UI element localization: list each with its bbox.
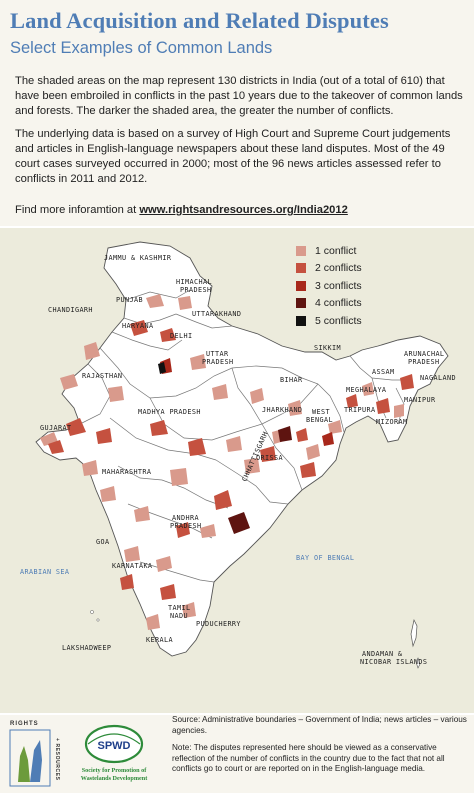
data-paragraph: The underlying data is based on a survey… xyxy=(15,128,451,185)
map-legend: 1 conflict 2 conflicts 3 conflicts 4 con… xyxy=(296,242,362,330)
andaman-islands xyxy=(410,618,418,648)
label-nicobar: NICOBAR ISLANDS xyxy=(360,658,427,666)
map-svg: JAMMU & KASHMIR HIMACHAL PRADESH PUNJAB … xyxy=(20,241,456,669)
label-jammu-kashmir: JAMMU & KASHMIR xyxy=(104,254,172,262)
label-jharkhand: JHARKHAND xyxy=(262,406,302,414)
lakshadweep-island xyxy=(90,610,94,614)
legend-swatch xyxy=(296,280,306,291)
label-tripura: TRIPURA xyxy=(344,406,375,414)
label-andaman: ANDAMAN & xyxy=(362,650,403,658)
legend-item-1: 1 conflict xyxy=(296,242,362,260)
spwd-text: SPWD xyxy=(98,740,131,752)
spwd-arc xyxy=(87,733,141,745)
legend-item-4: 4 conflicts xyxy=(296,295,362,313)
label-assam: ASSAM xyxy=(372,368,394,376)
label-goa: GOA xyxy=(96,538,109,546)
label-tamil: TAMIL xyxy=(168,604,190,612)
logo-leaf-icon xyxy=(18,746,30,782)
spwd-logo: SPWD Society for Promotion of Wastelands… xyxy=(81,724,148,782)
conflict-districts-4 xyxy=(228,426,292,534)
label-puducherry: PUDUCHERRY xyxy=(196,620,241,628)
legend-label: 4 conflicts xyxy=(315,297,362,310)
label-manipur: MANIPUR xyxy=(404,396,436,404)
label-tamil-2: NADU xyxy=(170,612,188,620)
legend-swatch xyxy=(296,298,306,309)
legend-label: 1 conflict xyxy=(315,244,357,257)
label-punjab: PUNJAB xyxy=(116,296,143,304)
label-arabian-sea: ARABIAN SEA xyxy=(20,568,69,576)
label-haryana: HARYANA xyxy=(122,322,153,330)
logo-frame xyxy=(9,729,51,787)
label-maharashtra: MAHARASHTRA xyxy=(102,468,151,476)
source-note: Source: Administrative boundaries – Gove… xyxy=(172,715,467,735)
legend-label: 3 conflicts xyxy=(315,279,362,292)
logo-resources-text: + RESOURCES xyxy=(54,738,60,781)
label-orissa: ORISSA xyxy=(256,454,283,462)
label-himachal-2: PRADESH xyxy=(180,286,211,294)
more-info-prefix: Find more inforamtion at xyxy=(15,204,140,216)
disclaimer-note: Note: The disputes represented here shou… xyxy=(172,743,445,773)
legend-swatch xyxy=(296,245,306,256)
india-conflict-map: JAMMU & KASHMIR HIMACHAL PRADESH PUNJAB … xyxy=(0,226,474,715)
conflict-districts-5 xyxy=(158,362,166,374)
rights-resources-logo: RIGHTS + RESOURCES xyxy=(9,721,60,787)
label-kerala: KERALA xyxy=(146,636,173,644)
label-mizoram: MIZORAM xyxy=(376,418,407,426)
legend-swatch xyxy=(296,315,306,326)
rights-resources-link[interactable]: www.rightsandresources.org/India2012 xyxy=(139,204,348,216)
label-himachal: HIMACHAL xyxy=(176,278,212,286)
legend-item-5: 5 conflicts xyxy=(296,312,362,330)
label-delhi: DELHI xyxy=(170,332,192,340)
label-rajasthan: RAJASTHAN xyxy=(82,372,122,380)
label-uttar: UTTAR xyxy=(206,350,229,358)
spwd-ellipse xyxy=(84,724,144,764)
label-lakshadweep: LAKSHADWEEP xyxy=(62,644,111,652)
label-andhra: ANDHRA xyxy=(172,514,199,522)
label-bay-of-bengal: BAY OF BENGAL xyxy=(296,554,354,562)
label-west: WEST xyxy=(312,408,330,416)
legend-swatch xyxy=(296,263,306,274)
spwd-subtitle-2: Wastelands Development xyxy=(81,775,148,782)
label-uttar-2: PRADESH xyxy=(202,358,233,366)
label-nagaland: NAGALAND xyxy=(420,374,456,382)
india-landmass xyxy=(35,241,449,657)
page-subtitle: Select Examples of Common Lands xyxy=(10,39,273,57)
nicobar-islands xyxy=(415,657,421,669)
label-meghalaya: MEGHALAYA xyxy=(346,386,386,394)
page-title: Land Acquisition and Related Disputes xyxy=(10,8,389,33)
label-sikkim: SIKKIM xyxy=(314,344,341,352)
more-info-paragraph: Find more inforamtion at www.rightsandre… xyxy=(15,203,465,218)
region-labels: JAMMU & KASHMIR HIMACHAL PRADESH PUNJAB … xyxy=(20,254,456,666)
lakshadweep-island xyxy=(96,618,100,622)
label-andhra-2: PRADESH xyxy=(170,522,201,530)
conflict-districts-2 xyxy=(48,320,414,600)
legend-item-2: 2 conflicts xyxy=(296,260,362,278)
label-bihar: BIHAR xyxy=(280,376,303,384)
logo-rights-text: RIGHTS xyxy=(10,721,39,727)
label-uttarakhand: UTTARAKHAND xyxy=(192,310,241,318)
label-west-2: BENGAL xyxy=(306,416,333,424)
intro-paragraph: The shaded areas on the map represent 13… xyxy=(15,75,463,117)
label-chandigarh: CHANDIGARH xyxy=(48,306,93,314)
legend-label: 5 conflicts xyxy=(315,314,362,327)
label-madhya-pradesh: MADHYA PRADESH xyxy=(138,408,201,416)
label-arunachal-2: PRADESH xyxy=(408,358,439,366)
legend-item-3: 3 conflicts xyxy=(296,277,362,295)
label-gujarat: GUJARAT xyxy=(40,424,71,432)
label-karnataka: KARNATAKA xyxy=(112,562,152,570)
spwd-subtitle-1: Society for Promotion of xyxy=(82,767,147,774)
legend-label: 2 conflicts xyxy=(315,262,362,275)
logo-hand-icon xyxy=(30,740,42,782)
label-arunachal: ARUNACHAL xyxy=(404,350,444,358)
